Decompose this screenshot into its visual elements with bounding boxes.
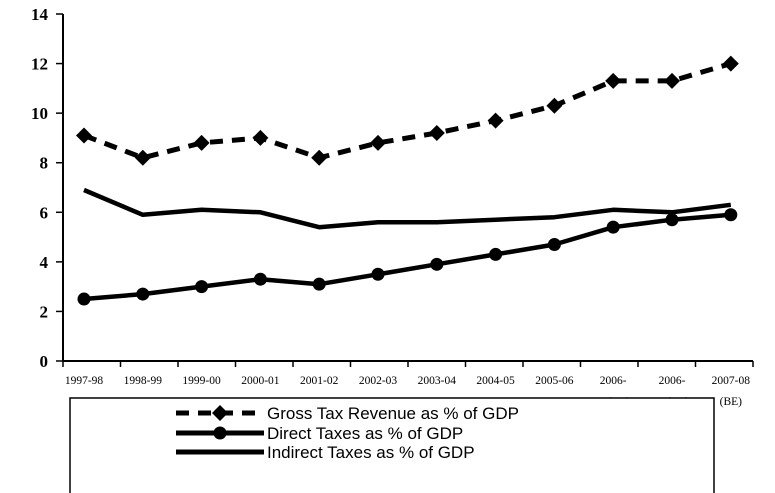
x-tick-label: 2002-03 — [359, 375, 398, 387]
legend-label: Indirect Taxes as % of GDP — [267, 443, 475, 462]
legend-label: Gross Tax Revenue as % of GDP — [267, 404, 519, 423]
data-point — [606, 220, 620, 234]
x-tick-label: 1997-98 — [65, 375, 104, 387]
data-point — [489, 247, 503, 261]
data-point — [547, 238, 561, 252]
x-tick-label: 2007-08 — [712, 375, 751, 387]
series-line — [83, 212, 731, 302]
x-tick-label: 2000-01 — [241, 375, 280, 387]
data-point — [252, 129, 269, 146]
y-axis-ticks: 0 2 4 6 8 10 12 14 — [31, 5, 63, 371]
x-tick-label: 2005-06 — [535, 375, 574, 387]
legend-label: Direct Taxes as % of GDP — [267, 424, 463, 443]
x-tick-label: 2003-04 — [418, 375, 457, 387]
x-tick-label: 2006- — [659, 375, 686, 387]
data-point — [312, 277, 326, 291]
legend-swatch-marker — [212, 405, 228, 421]
y-tick-label: 4 — [40, 253, 49, 272]
legend-item-2: Direct Taxes as % of GDP — [176, 424, 463, 443]
data-point — [665, 213, 679, 227]
series-3 — [83, 187, 732, 230]
data-point — [430, 257, 444, 271]
data-point — [546, 97, 563, 114]
y-tick-label: 2 — [40, 302, 49, 321]
y-tick-label: 8 — [40, 154, 49, 173]
x-tick-label: 2004-05 — [476, 375, 515, 387]
y-tick-label: 10 — [31, 104, 48, 123]
data-point — [76, 127, 92, 144]
data-point — [487, 112, 504, 129]
legend-item-3: Indirect Taxes as % of GDP — [176, 443, 475, 462]
data-point — [428, 124, 445, 141]
y-tick-label: 0 — [40, 352, 49, 371]
x-tick-label: (BE) — [720, 396, 743, 408]
series-1 — [76, 55, 739, 166]
axes — [62, 14, 753, 362]
x-tick-label: 1998-99 — [124, 375, 163, 387]
data-point — [371, 267, 385, 281]
x-tick-label: 2001-02 — [300, 375, 339, 387]
data-point — [370, 134, 386, 151]
y-tick-label: 6 — [40, 203, 49, 222]
data-point — [722, 55, 739, 72]
x-tick-label: 2006- — [600, 375, 627, 387]
legend-item-1: Gross Tax Revenue as % of GDP — [176, 404, 519, 423]
data-point — [134, 149, 151, 166]
data-point — [136, 287, 150, 301]
x-tick-label: 1999-00 — [182, 375, 221, 387]
y-tick-label: 12 — [31, 55, 48, 74]
data-point — [253, 272, 267, 286]
data-point — [724, 208, 738, 222]
data-point — [195, 280, 209, 294]
data-point — [605, 72, 622, 89]
data-point — [664, 72, 680, 89]
series-line — [83, 187, 732, 230]
series-2 — [77, 208, 738, 306]
data-point — [193, 134, 210, 151]
data-point — [311, 149, 328, 166]
series-layer — [76, 55, 739, 306]
data-point — [77, 292, 91, 306]
series-line — [83, 61, 732, 161]
legend-swatch-marker — [213, 426, 227, 440]
y-tick-label: 14 — [31, 5, 49, 24]
